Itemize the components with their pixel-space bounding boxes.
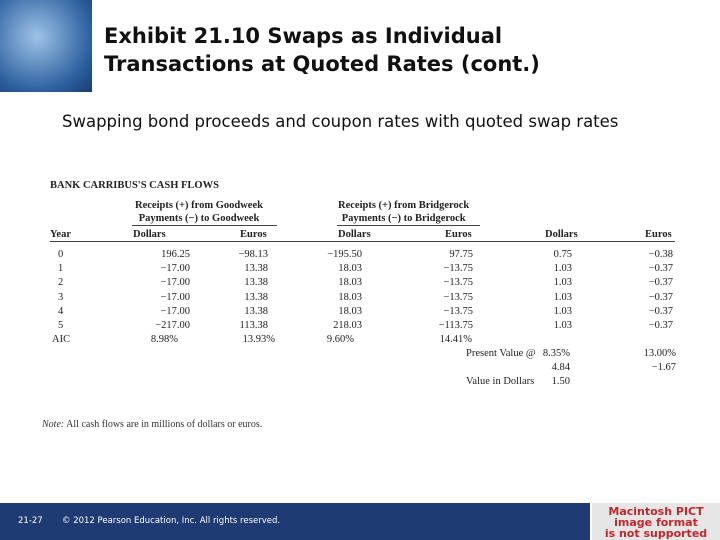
cell: −195.50 [327,249,362,260]
cell: 1.03 [553,263,572,275]
cell: 18.03 [338,263,362,275]
year-cell: 2 [58,277,64,289]
cell: −13.75 [443,305,473,317]
aic-cell: 8.98% [150,334,178,346]
group-line: Payments (−) to Goodweek [138,213,260,224]
cell: −13.75 [443,263,473,275]
column-header: Dollars [133,229,166,240]
note-prefix: Note: [42,419,65,430]
placeholder-text: Macintosh PICT [608,505,704,518]
summary-cell: 1.50 [551,376,570,388]
note: Note: All cash flows are in millions of … [42,419,262,430]
aic-cell: 13.93% [242,334,275,346]
footer-bar [0,503,590,540]
note-text: All cash flows are in millions of dollar… [66,419,263,430]
column-header: Euros [645,229,672,240]
cell: 1.03 [553,277,572,289]
cell: −0.38 [648,249,673,260]
cell: 196.25 [161,249,190,260]
year-cell: 1 [58,263,64,275]
cell: 97.75 [449,249,473,260]
year-cell: 5 [58,320,64,331]
cell: −0.37 [648,320,673,331]
cell: −17.00 [160,305,190,317]
aic-label: AIC [52,334,71,346]
cell: −98.13 [238,249,268,260]
aic-cell: 14.41% [439,334,472,346]
year-cell: 3 [58,291,64,303]
cell: 18.03 [338,277,362,289]
page-number: 21-27 [18,516,43,526]
placeholder-text: is not supported [604,527,708,540]
aic-cell: 9.60% [326,334,354,346]
cell: −0.37 [648,263,673,275]
group-header: Receipts (+) from Goodweek Payments (−) t… [135,199,263,225]
column-header: Euros [240,229,267,240]
summary-cell: 4.84 [551,362,570,374]
column-header: Euros [445,229,472,240]
year-cell: 4 [58,305,64,317]
cell: 13.38 [244,263,268,275]
cell: 13.38 [244,277,268,289]
rule [132,225,277,226]
table-title: BANK CARRIBUS'S CASH FLOWS [50,180,219,191]
cell: −17.00 [160,263,190,275]
cell: −113.75 [438,320,473,331]
group-header: Receipts (+) from Bridgerock Payments (−)… [338,199,469,225]
cell: −13.75 [443,291,473,303]
column-header: Year [50,229,71,240]
cell: 1.03 [553,320,572,331]
cell: 18.03 [338,291,362,303]
subtitle: Swapping bond proceeds and coupon rates … [62,112,619,131]
summary-label: Present Value @ [466,348,536,360]
cell: 218.03 [333,320,362,331]
summary-cell: −1.67 [651,362,676,374]
year-cell: 0 [58,249,64,260]
cell: 113.38 [239,320,269,331]
cell: −0.37 [648,291,673,303]
summary-label: Value in Dollars [466,376,535,388]
cell: −0.37 [648,305,673,317]
summary-cell: 13.00% [643,348,676,360]
cell: −217.00 [155,320,190,331]
group-line: Payments (−) to Bridgerock [341,213,466,224]
cell: 18.03 [338,305,362,317]
column-header: Dollars [545,229,578,240]
rule [50,241,675,242]
group-line: Receipts (+) from Bridgerock [338,200,470,211]
cell: −0.37 [648,277,673,289]
cell: 1.03 [553,305,572,317]
title: Exhibit 21.10 Swaps as Individual [104,24,503,48]
title: Transactions at Quoted Rates (cont.) [104,52,540,76]
rule [337,225,480,226]
cell: 1.03 [553,291,572,303]
cell: 0.75 [553,249,572,260]
copyright: © 2012 Pearson Education, Inc. All right… [62,516,281,526]
summary-cell: 8.35% [542,348,570,360]
logo [0,0,92,92]
image-placeholder [592,503,720,540]
group-line: Receipts (+) from Goodweek [135,200,263,211]
cell: 13.38 [244,291,268,303]
placeholder-text: image format [614,516,698,529]
cell: −13.75 [443,277,473,289]
cell: −17.00 [160,291,190,303]
column-header: Dollars [338,229,371,240]
cell: −17.00 [160,277,190,289]
cell: 13.38 [244,305,268,317]
